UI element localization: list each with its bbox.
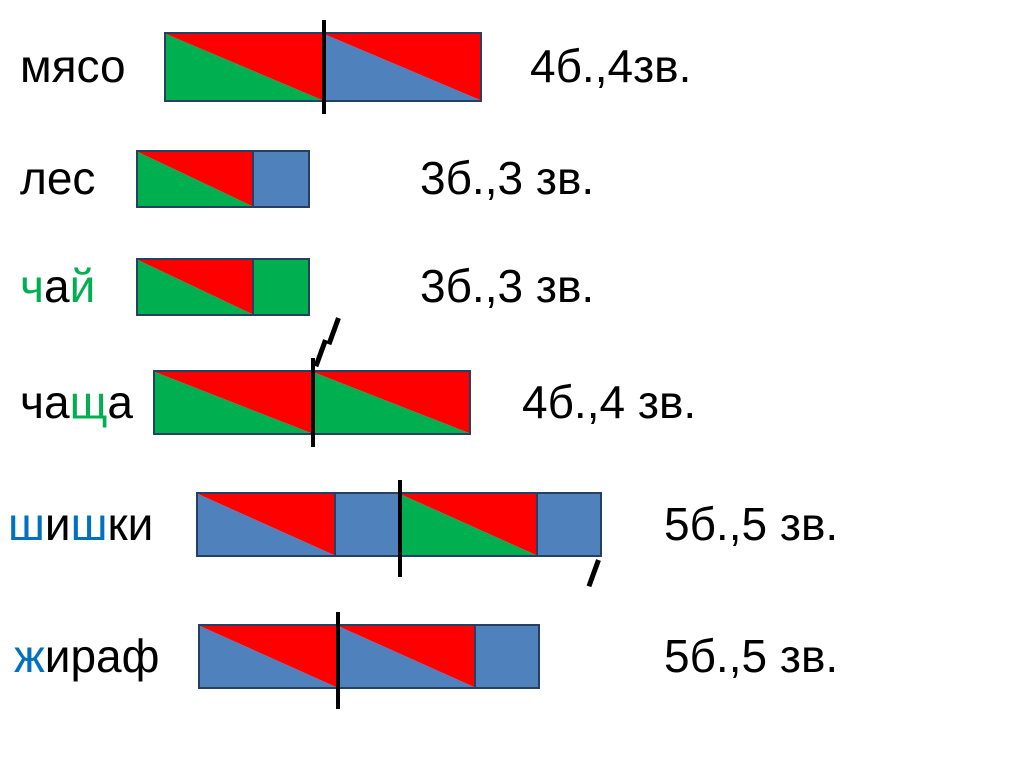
scheme-cell (398, 492, 538, 557)
word-label: лес (20, 151, 95, 205)
scheme-cell (336, 624, 476, 689)
syllable-separator (336, 612, 340, 709)
scheme-cell (198, 624, 338, 689)
letter-sound-count: 3б.,3 зв. (420, 151, 594, 205)
syllable-separator (311, 358, 315, 447)
word-label: чаща (20, 375, 133, 429)
sound-scheme (136, 150, 310, 208)
scheme-cell (536, 492, 602, 557)
sound-scheme (198, 624, 540, 689)
stress-tick (314, 339, 328, 367)
scheme-cell (474, 624, 540, 689)
scheme-cell (196, 492, 336, 557)
scheme-cell (153, 370, 313, 435)
syllable-separator (322, 20, 326, 114)
sound-scheme (153, 370, 471, 435)
scheme-cell (164, 32, 324, 102)
scheme-cell (136, 150, 254, 208)
sound-scheme (164, 32, 482, 102)
letter-sound-count: 4б.,4 зв. (522, 375, 696, 429)
letter-sound-count: 5б.,5 зв. (664, 497, 838, 551)
word-label: шишки (8, 497, 153, 551)
scheme-cell (136, 258, 254, 316)
scheme-cell (311, 370, 471, 435)
letter-sound-count: 5б.,5 зв. (664, 629, 838, 683)
sound-scheme (196, 492, 602, 557)
scheme-cell (322, 32, 482, 102)
letter-sound-count: 3б.,3 зв. (420, 259, 594, 313)
scheme-cell (252, 258, 310, 316)
word-label: чай (20, 259, 95, 313)
syllable-separator (398, 480, 402, 577)
stress-tick (327, 317, 341, 345)
scheme-cell (252, 150, 310, 208)
word-label: жираф (14, 629, 160, 683)
scheme-cell (334, 492, 400, 557)
letter-sound-count: 4б.,4зв. (530, 39, 691, 93)
stress-tick (587, 559, 601, 587)
sound-scheme (136, 258, 310, 316)
word-label: мясо (20, 39, 126, 93)
